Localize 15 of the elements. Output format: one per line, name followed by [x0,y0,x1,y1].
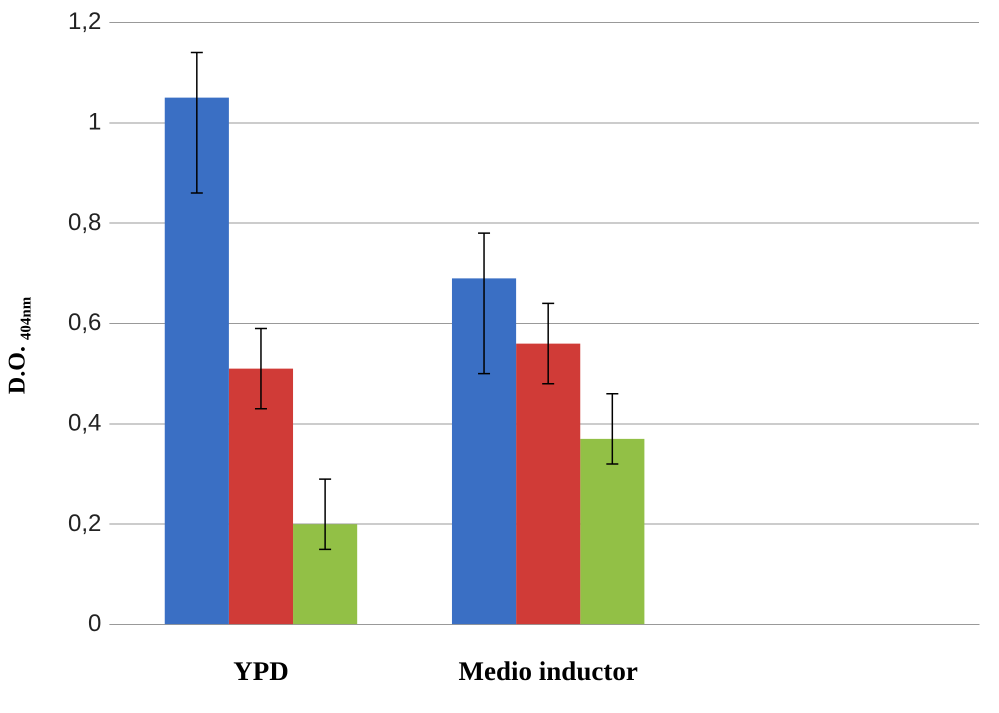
y-tick-label: 0,2 [68,510,102,537]
bar [452,278,516,624]
x-tick-label: YPD [233,656,289,686]
y-tick-label: 1,2 [68,8,102,36]
x-tick-label: Medio inductor [458,656,638,686]
y-tick-label: 0 [88,610,102,638]
y-tick-label: 0,4 [68,409,102,436]
y-tick-label: 0,8 [68,208,102,236]
bar [164,98,229,624]
bar [293,524,358,624]
y-tick-label: 1 [88,108,102,136]
bar [580,438,644,624]
y-tick-label: 0,6 [68,309,102,336]
bar [228,368,294,624]
bar [516,344,580,624]
